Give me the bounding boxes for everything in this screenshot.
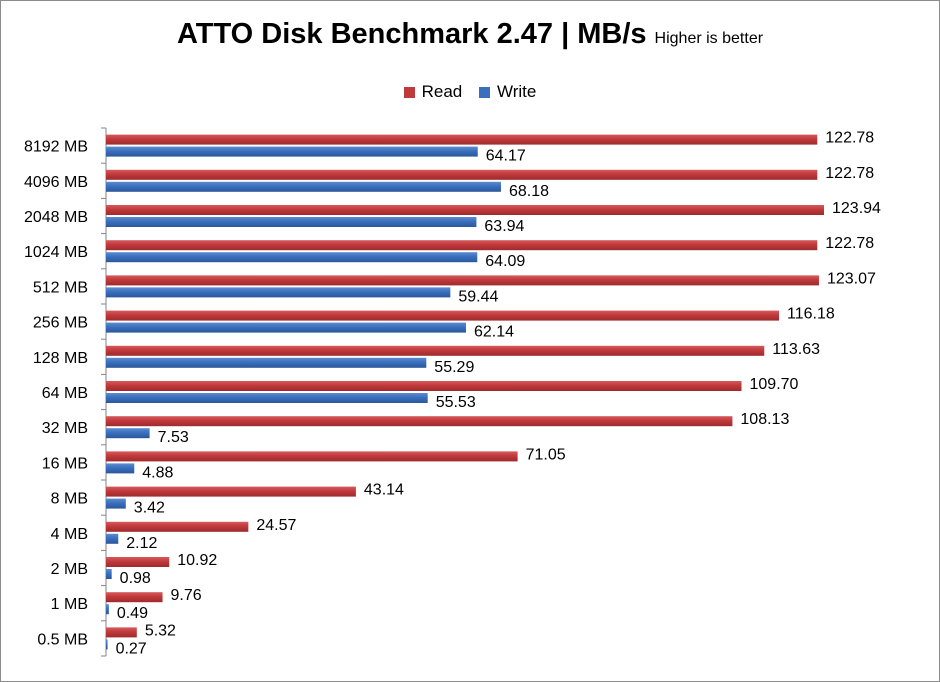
- bar-write: [106, 428, 150, 439]
- bar-read: [106, 345, 765, 356]
- data-label-read: 9.76: [171, 587, 202, 604]
- bar-read: [106, 486, 356, 497]
- data-label-read: 108.13: [740, 411, 789, 428]
- data-label-write: 62.14: [474, 324, 514, 341]
- bar-read: [106, 169, 818, 180]
- bar-write: [106, 463, 135, 474]
- bar-read: [106, 134, 818, 145]
- data-label-write: 4.88: [142, 464, 173, 481]
- data-label-write: 64.09: [485, 253, 525, 270]
- category-label: 32 MB: [42, 420, 88, 437]
- bar-read: [106, 592, 163, 603]
- bar-write: [106, 322, 466, 333]
- chart-title: ATTO Disk Benchmark 2.47 | MB/s: [176, 18, 647, 50]
- data-label-read: 122.78: [825, 235, 874, 252]
- data-label-read: 109.70: [750, 376, 799, 393]
- bar-write: [106, 393, 428, 403]
- category-label: 16 MB: [42, 455, 88, 472]
- chart-legend: Read Write: [0, 82, 940, 103]
- bar-read: [106, 627, 137, 638]
- legend-item-write: Write: [479, 82, 536, 102]
- bar-read: [106, 416, 733, 427]
- data-label-read: 122.78: [825, 130, 874, 147]
- bar-write: [106, 498, 126, 509]
- category-label: 8192 MB: [24, 139, 88, 156]
- data-label-read: 113.63: [772, 341, 820, 358]
- bar-write: [106, 357, 427, 368]
- category-label: 64 MB: [42, 385, 88, 402]
- bar-read: [106, 205, 824, 215]
- category-label: 2048 MB: [24, 209, 88, 226]
- bar-write: [106, 217, 477, 227]
- category-label: 512 MB: [33, 279, 88, 296]
- data-label-write: 7.53: [158, 429, 189, 446]
- category-label: 1024 MB: [24, 244, 88, 261]
- legend-item-read: Read: [403, 82, 463, 102]
- category-label: 0.5 MB: [37, 631, 88, 648]
- data-label-write: 64.17: [486, 148, 526, 165]
- data-label-read: 24.57: [256, 517, 296, 534]
- bar-read: [106, 275, 819, 286]
- category-label: 256 MB: [33, 315, 88, 332]
- data-label-write: 0.98: [120, 570, 151, 587]
- data-label-read: 116.18: [787, 306, 835, 323]
- bar-read: [106, 521, 249, 532]
- legend-label-write: Write: [497, 82, 537, 101]
- data-label-read: 122.78: [825, 165, 874, 182]
- category-label: 8 MB: [51, 491, 88, 508]
- bar-read: [106, 240, 818, 251]
- bar-write: [106, 287, 451, 298]
- data-label-read: 71.05: [526, 446, 566, 463]
- bar-write: [106, 146, 478, 157]
- bar-read: [106, 451, 518, 462]
- data-label-read: 123.94: [832, 200, 881, 217]
- category-label: 4 MB: [51, 526, 88, 543]
- data-label-write: 63.94: [484, 218, 524, 235]
- chart-subtitle: Higher is better: [654, 30, 764, 47]
- legend-swatch-read: [403, 86, 415, 98]
- bar-write: [106, 181, 501, 192]
- legend-label-read: Read: [421, 82, 463, 101]
- data-label-read: 123.07: [827, 270, 876, 287]
- data-label-write: 0.49: [117, 605, 148, 622]
- data-label-write: 68.18: [509, 183, 549, 200]
- data-label-write: 55.53: [436, 394, 476, 411]
- data-label-read: 43.14: [364, 482, 404, 499]
- legend-swatch-write: [479, 86, 490, 98]
- category-label: 2 MB: [51, 561, 88, 578]
- data-label-write: 59.44: [458, 288, 498, 305]
- bar-write: [106, 533, 119, 544]
- bar-write: [106, 569, 112, 579]
- chart-title-row: ATTO Disk Benchmark 2.47 | MB/s Higher is…: [0, 18, 940, 51]
- data-label-write: 0.27: [116, 640, 147, 657]
- category-label: 4096 MB: [24, 174, 88, 191]
- bar-write: [106, 639, 108, 650]
- data-label-write: 55.29: [434, 359, 474, 376]
- bar-read: [106, 310, 780, 321]
- data-label-read: 5.32: [145, 622, 176, 639]
- data-label-write: 2.12: [126, 535, 157, 552]
- data-label-read: 10.92: [177, 552, 217, 569]
- bar-write: [106, 252, 478, 263]
- bar-write: [106, 604, 109, 615]
- category-label: 128 MB: [33, 350, 88, 367]
- data-label-write: 3.42: [134, 500, 165, 517]
- bar-read: [106, 381, 742, 391]
- bar-read: [106, 557, 170, 567]
- category-label: 1 MB: [51, 596, 88, 613]
